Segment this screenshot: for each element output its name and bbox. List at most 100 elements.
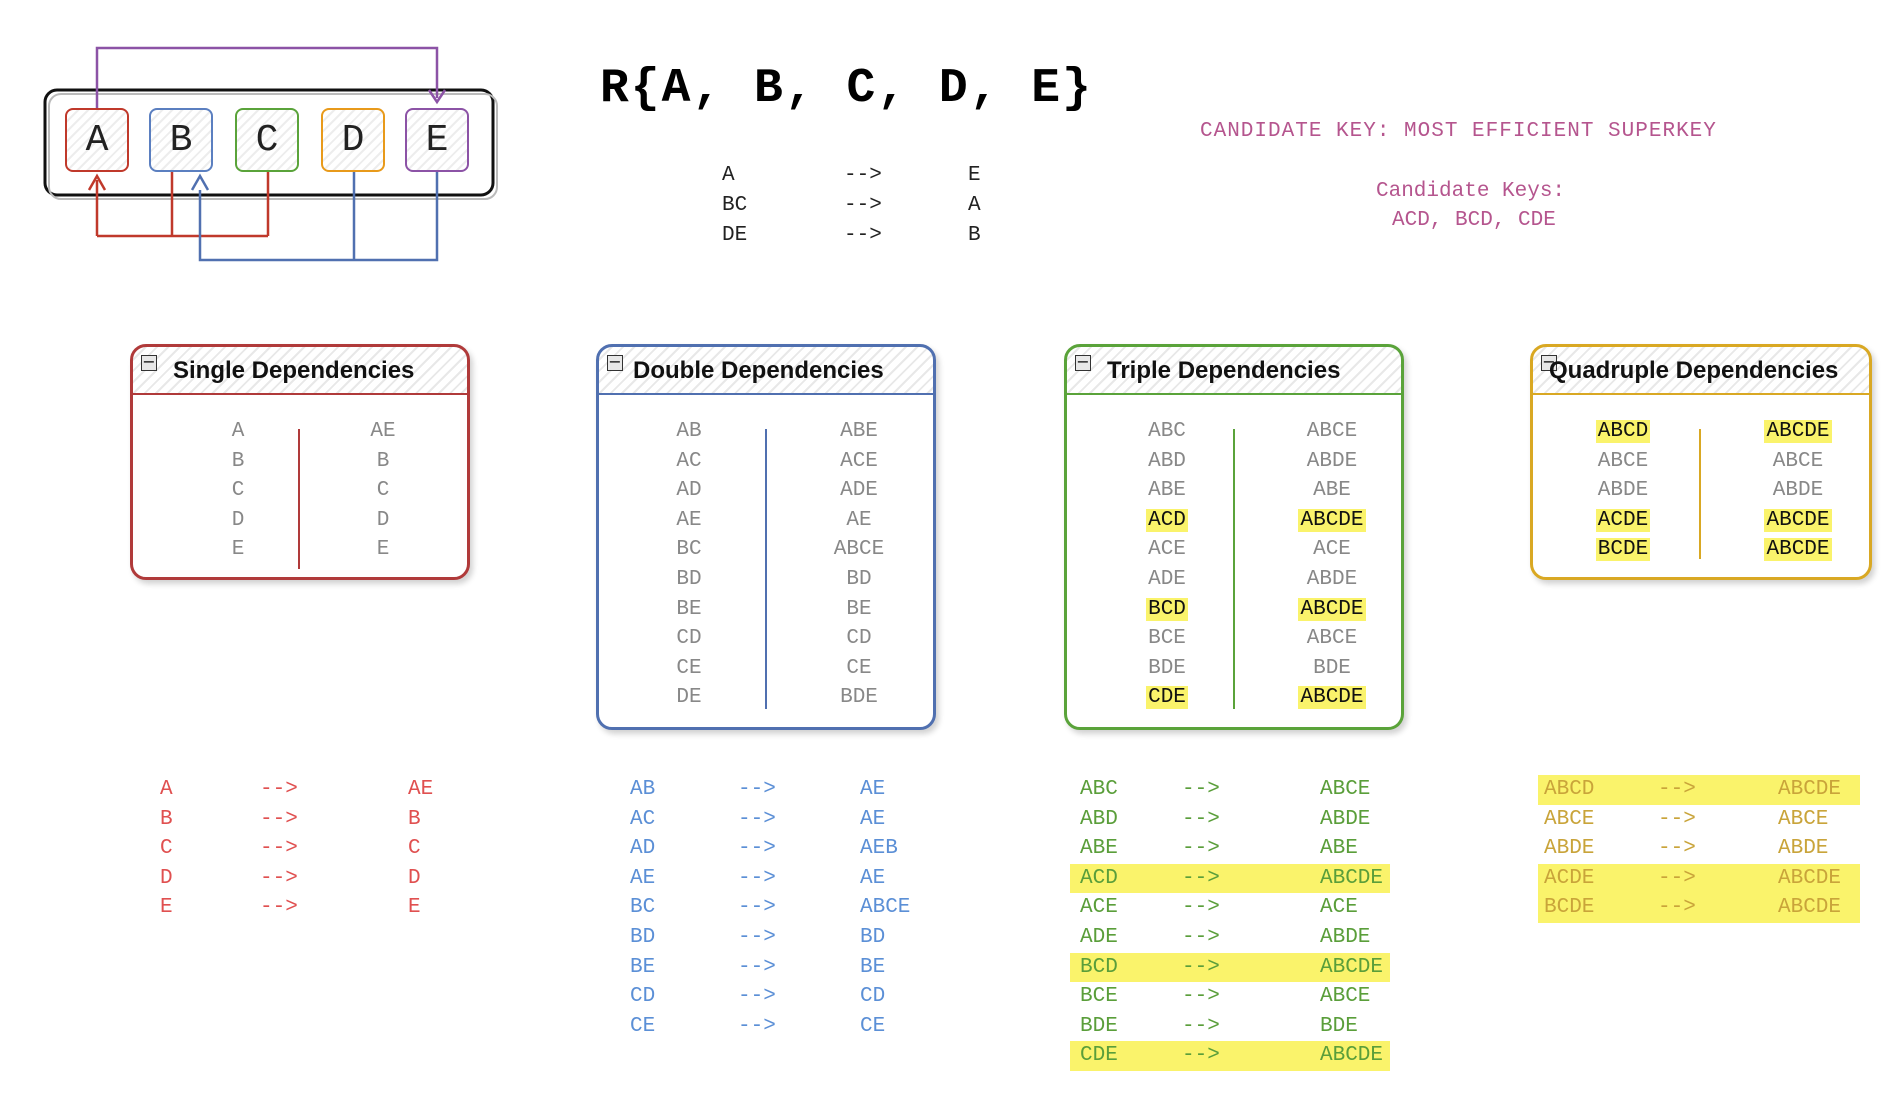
- panel-cell-lhs: BCDE: [1595, 538, 1651, 562]
- collapse-icon[interactable]: −: [141, 352, 157, 371]
- closure-lhs: BCE: [1080, 985, 1118, 1009]
- attribute-d: D: [321, 108, 385, 172]
- attribute-a: A: [65, 108, 129, 172]
- panel-header: − Quadruple Dependencies: [1533, 347, 1869, 395]
- panel-cell-closure: E: [376, 538, 390, 562]
- panel-cell: ABDE: [1267, 447, 1397, 477]
- closure-row: ABDE --> ABDE: [1538, 834, 1860, 864]
- closure-lhs: AB: [630, 778, 656, 801]
- fd-rhs: A: [968, 194, 981, 217]
- panel-cell: A: [193, 417, 283, 447]
- panel-cell-closure: BDE: [840, 686, 878, 710]
- fd-arrow: -->: [844, 224, 882, 247]
- closure-row: B --> B: [150, 805, 450, 835]
- arrow-a-to-e: [95, 46, 439, 108]
- attribute-c-label: C: [255, 118, 279, 162]
- closure-rhs: ABCDE: [1320, 1044, 1384, 1068]
- panel-cell-closure: ABE: [1313, 479, 1351, 503]
- closure-row: CDE --> ABCDE: [1070, 1041, 1390, 1071]
- closure-rhs: AE: [408, 778, 434, 801]
- closure-rhs: CE: [860, 1014, 886, 1038]
- candidate-key-definition: CANDIDATE KEY: MOST EFFICIENT SUPERKEY: [1200, 120, 1717, 143]
- closure-arrow: -->: [1182, 837, 1220, 861]
- panel-cell: CD: [639, 624, 739, 654]
- panel-cell: ABCDE: [1733, 506, 1863, 536]
- attribute-e-label: E: [425, 118, 449, 162]
- arrow-bc-to-a: [95, 172, 270, 238]
- closure-lhs: BDE: [1080, 1014, 1118, 1038]
- closure-row: ABCE --> ABCE: [1538, 805, 1860, 835]
- panel-cell: BDE: [1267, 654, 1397, 684]
- panel-cell: ABE: [804, 417, 914, 447]
- panel-right-column: ABCE ABDE ABE ABCDE ACE ABDE ABCDE ABCE BDE ABCDE: [1267, 417, 1397, 713]
- panel-cell-closure: ABCDE: [1298, 686, 1366, 710]
- panel-cell-lhs: BCE: [1148, 627, 1186, 651]
- panel-cell: C: [328, 476, 438, 506]
- collapse-icon[interactable]: −: [1541, 352, 1557, 371]
- panel-cell: AD: [639, 476, 739, 506]
- closure-rhs: ABCDE: [1320, 866, 1384, 890]
- panel-cell: BC: [639, 535, 739, 565]
- closure-lhs: ACD: [1080, 866, 1118, 890]
- closure-lhs: ADE: [1080, 925, 1118, 949]
- closure-row: ABE --> ABE: [1070, 834, 1390, 864]
- closure-rhs: BD: [860, 925, 886, 949]
- panel-cell: E: [328, 535, 438, 565]
- collapse-icon[interactable]: −: [607, 352, 623, 371]
- panel-cell-lhs: C: [231, 479, 245, 503]
- closure-rhs: ABE: [1320, 837, 1358, 861]
- closure-rhs: AE: [860, 778, 886, 801]
- arrow-de-to-b: [198, 172, 439, 262]
- closure-arrow: -->: [260, 896, 298, 920]
- arrow-a-to-e-head: [427, 89, 447, 105]
- closure-lhs: BE: [630, 955, 656, 979]
- closure-row: ABC --> ABCE: [1070, 775, 1390, 805]
- panel-cell: BD: [639, 565, 739, 595]
- relation-title: R{A, B, C, D, E}: [600, 62, 1093, 116]
- panel-cell: ABCE: [1267, 417, 1397, 447]
- panel-title: Quadruple Dependencies: [1549, 357, 1839, 384]
- panel-left-column: AB AC AD AE BC BD BE CD CE DE: [639, 417, 739, 713]
- attribute-b-label: B: [169, 118, 193, 162]
- panel-title: Single Dependencies: [173, 357, 415, 384]
- panel-cell-closure: ABDE: [1772, 479, 1824, 503]
- closure-arrow: -->: [738, 985, 776, 1009]
- closure-row: BE --> BE: [610, 953, 930, 983]
- closure-arrow: -->: [260, 778, 298, 801]
- closure-arrow: -->: [738, 837, 776, 861]
- closure-arrow: -->: [1182, 896, 1220, 920]
- closure-row: ABD --> ABDE: [1070, 805, 1390, 835]
- panel-cell-lhs: A: [231, 420, 245, 443]
- panel-right-column: ABCDE ABCE ABDE ABCDE ABCDE: [1733, 417, 1863, 565]
- closure-row: D --> D: [150, 864, 450, 894]
- panel-cell-closure: BDE: [1313, 656, 1351, 680]
- closure-lhs: AC: [630, 807, 656, 831]
- panel-cell-lhs: ACE: [1148, 538, 1186, 562]
- panel-divider: [765, 429, 767, 709]
- closure-rhs: ABDE: [1320, 925, 1371, 949]
- closure-lhs: ABCD: [1544, 778, 1595, 801]
- panel-cell: DE: [639, 683, 739, 713]
- closure-row: CE --> CE: [610, 1012, 930, 1042]
- closure-rhs: ABCDE: [1320, 955, 1384, 979]
- panel-cell-lhs: ABCD: [1595, 420, 1651, 443]
- fd-lhs: BC: [722, 194, 748, 217]
- panel-cell: ADE: [804, 476, 914, 506]
- fd-rhs: E: [968, 164, 981, 187]
- panel-cell-closure: D: [376, 508, 390, 532]
- closure-row: BC --> ABCE: [610, 893, 930, 923]
- panel-cell-closure: ACE: [840, 449, 878, 473]
- panel-cell: B: [328, 447, 438, 477]
- panel-cell: ABCE: [1573, 447, 1673, 477]
- candidate-keys-list: ACD, BCD, CDE: [1392, 209, 1556, 232]
- panel-cell-closure: AE: [846, 508, 872, 532]
- collapse-icon[interactable]: −: [1075, 352, 1091, 371]
- panel-cell: BCE: [1117, 624, 1217, 654]
- panel-cell: ABDE: [1267, 565, 1397, 595]
- panel-cell: BD: [804, 565, 914, 595]
- closure-rhs: ABCDE: [1778, 896, 1842, 920]
- panel-cell: ACE: [804, 447, 914, 477]
- closure-arrow: -->: [738, 925, 776, 949]
- closure-lhs: CDE: [1080, 1044, 1118, 1068]
